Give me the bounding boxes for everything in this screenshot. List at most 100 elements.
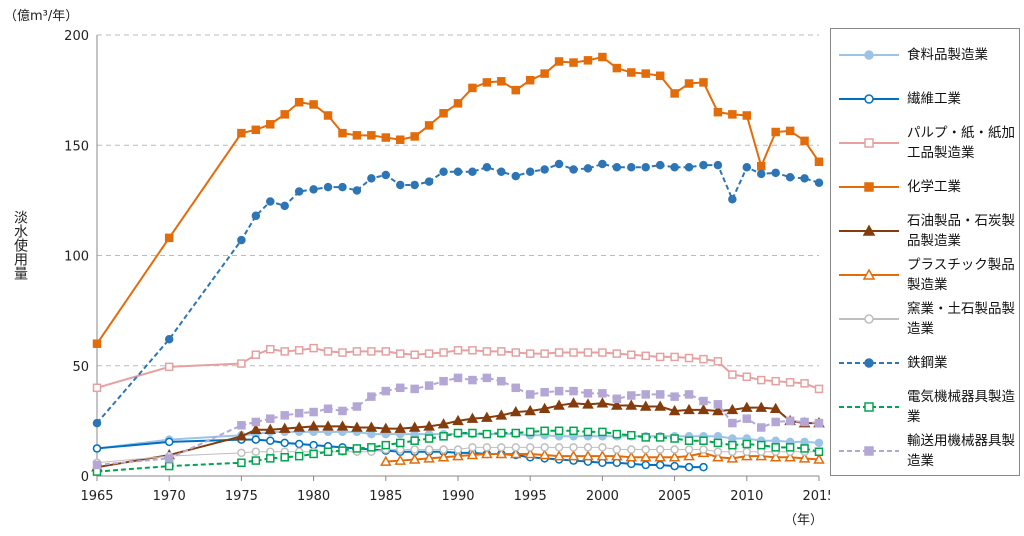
marker: [627, 68, 636, 77]
marker: [655, 390, 665, 399]
marker: [164, 461, 174, 471]
marker: [554, 443, 564, 452]
marker: [525, 427, 535, 437]
marker: [641, 445, 650, 454]
marker: [785, 172, 795, 182]
marker: [655, 71, 665, 81]
legend-label: 窯業・土石製品製造業: [907, 301, 1015, 337]
marker: [323, 182, 333, 192]
marker: [482, 443, 492, 452]
marker: [625, 399, 638, 410]
marker: [352, 186, 362, 195]
marker: [323, 447, 333, 456]
legend-swatch: [839, 358, 899, 368]
marker: [756, 375, 766, 385]
marker: [280, 201, 289, 211]
marker: [697, 403, 710, 415]
marker: [567, 397, 580, 408]
marker: [468, 375, 477, 385]
marker: [453, 428, 463, 438]
marker: [439, 445, 448, 454]
marker: [814, 447, 824, 456]
marker: [598, 427, 607, 437]
marker: [336, 420, 349, 431]
marker: [538, 402, 551, 413]
marker: [800, 136, 809, 146]
marker: [266, 436, 275, 445]
legend-label: 電気機械器具製造業: [907, 389, 1015, 425]
marker: [497, 376, 506, 386]
marker: [813, 453, 825, 464]
x-tick-label: 1965: [80, 489, 113, 504]
legend-swatch: [839, 314, 899, 324]
marker: [322, 420, 334, 431]
marker: [668, 404, 681, 416]
marker: [569, 348, 578, 357]
marker: [726, 452, 739, 463]
marker: [583, 164, 593, 173]
marker: [756, 161, 766, 171]
marker: [684, 462, 694, 472]
marker: [553, 399, 565, 410]
marker: [569, 443, 578, 452]
marker: [611, 450, 623, 461]
marker: [655, 160, 665, 170]
marker: [280, 347, 289, 356]
marker: [453, 445, 463, 454]
legend-item: 繊維工業: [833, 77, 1017, 121]
marker: [862, 268, 876, 280]
marker: [639, 451, 652, 462]
marker: [785, 443, 795, 452]
marker: [92, 460, 102, 470]
marker: [164, 437, 174, 447]
marker: [264, 423, 277, 434]
legend-swatch: [839, 94, 899, 104]
marker: [800, 417, 809, 427]
marker: [294, 98, 304, 107]
marker: [569, 165, 578, 174]
marker: [699, 354, 708, 364]
marker: [294, 451, 304, 461]
marker: [495, 409, 508, 420]
marker: [814, 178, 824, 187]
marker: [452, 414, 464, 426]
marker: [583, 56, 593, 65]
marker: [352, 402, 362, 411]
y-tick-label: 200: [64, 29, 89, 44]
marker: [323, 347, 333, 356]
marker: [482, 78, 492, 87]
marker: [627, 445, 636, 454]
marker: [524, 404, 536, 416]
marker: [627, 350, 636, 359]
marker: [468, 443, 477, 452]
marker: [713, 438, 723, 448]
marker: [582, 450, 594, 461]
marker: [266, 120, 275, 129]
marker: [251, 456, 261, 465]
marker: [641, 433, 650, 442]
marker: [410, 180, 419, 190]
marker: [482, 163, 492, 172]
marker: [625, 451, 638, 462]
marker: [699, 160, 708, 170]
y-tick-label: 150: [64, 139, 89, 154]
marker: [598, 52, 607, 62]
marker: [351, 421, 363, 432]
marker: [237, 448, 246, 458]
marker: [712, 404, 724, 416]
marker: [352, 347, 362, 356]
marker: [266, 414, 275, 423]
marker: [864, 314, 874, 324]
marker: [814, 438, 824, 448]
marker: [381, 386, 391, 396]
marker: [800, 379, 809, 388]
marker: [323, 111, 333, 120]
marker: [611, 399, 623, 410]
marker: [612, 349, 622, 358]
marker: [395, 135, 405, 144]
marker: [569, 426, 578, 436]
marker: [280, 411, 289, 420]
marker: [423, 420, 435, 431]
marker: [596, 397, 609, 408]
legend-label: 鉄鋼業: [907, 355, 948, 371]
